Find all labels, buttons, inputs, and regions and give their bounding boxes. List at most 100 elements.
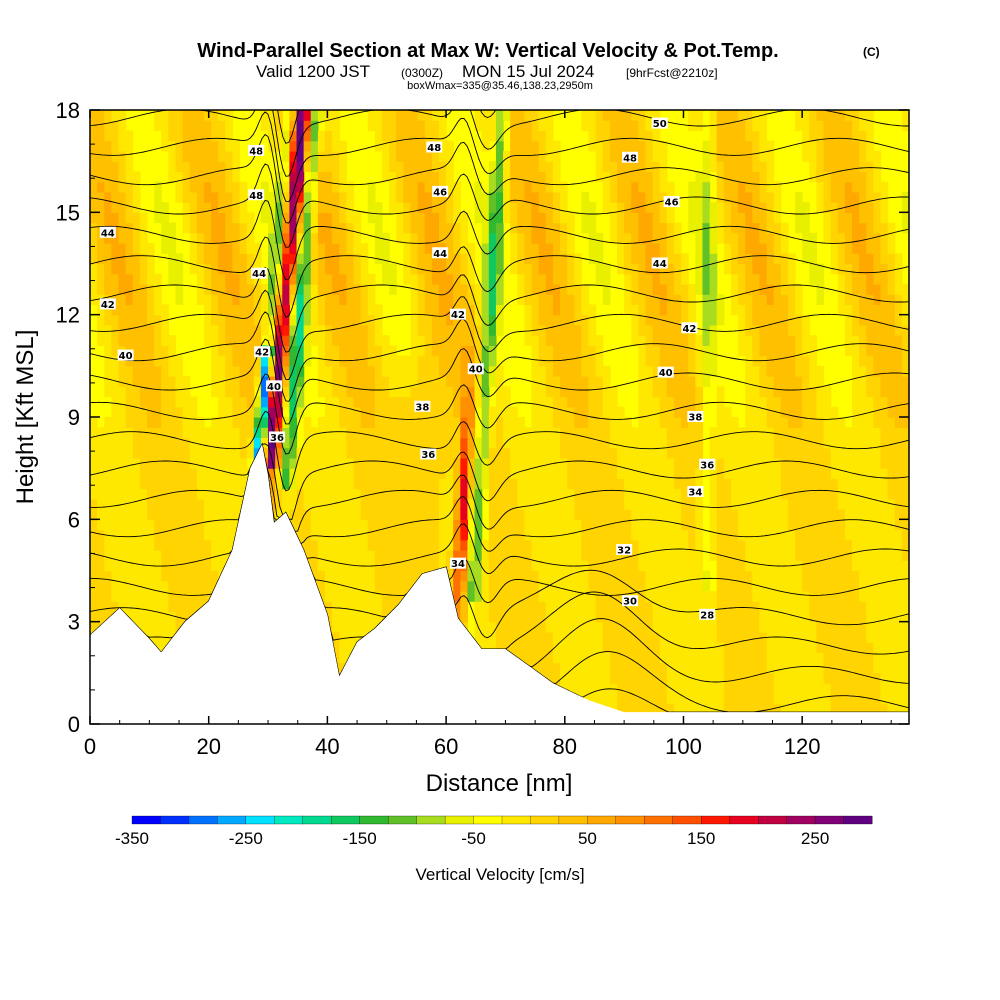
velocity-cell xyxy=(659,611,668,623)
velocity-cell xyxy=(417,478,426,490)
velocity-cell xyxy=(175,529,184,541)
velocity-cell xyxy=(353,447,362,459)
velocity-cell xyxy=(688,222,696,234)
velocity-cell xyxy=(353,437,362,449)
velocity-cell xyxy=(189,202,198,213)
velocity-cell xyxy=(446,509,454,520)
velocity-cell xyxy=(417,294,426,306)
velocity-cell xyxy=(709,478,718,490)
velocity-cell xyxy=(139,324,148,336)
velocity-cell xyxy=(531,222,540,234)
velocity-cell xyxy=(125,509,134,520)
velocity-cell xyxy=(438,376,447,387)
velocity-cell xyxy=(139,406,148,418)
velocity-cell xyxy=(211,355,219,367)
velocity-cell xyxy=(545,120,554,132)
velocity-cell xyxy=(481,386,490,398)
velocity-cell xyxy=(503,417,511,428)
velocity-cell xyxy=(681,488,689,500)
velocity-cell xyxy=(510,427,518,439)
velocity-cell xyxy=(588,468,597,479)
velocity-cell xyxy=(446,457,454,469)
velocity-cell xyxy=(189,488,198,500)
velocity-cell xyxy=(246,212,255,224)
velocity-cell xyxy=(196,232,205,244)
velocity-cell xyxy=(673,529,682,541)
velocity-cell xyxy=(438,509,447,520)
velocity-cell xyxy=(332,294,340,306)
velocity-cell xyxy=(189,417,198,428)
velocity-cell xyxy=(332,376,340,387)
velocity-cell xyxy=(467,253,476,265)
velocity-cell xyxy=(111,110,120,121)
velocity-cell xyxy=(645,212,654,224)
velocity-cell xyxy=(688,335,696,346)
velocity-cell xyxy=(638,570,647,582)
velocity-cell xyxy=(296,335,305,346)
velocity-cell xyxy=(360,621,369,633)
velocity-cell xyxy=(260,304,269,316)
velocity-cell xyxy=(652,601,661,613)
velocity-cell xyxy=(495,396,504,408)
velocity-cell xyxy=(595,560,604,572)
velocity-cell xyxy=(631,519,639,531)
velocity-cell xyxy=(431,263,440,275)
velocity-cell xyxy=(460,447,469,459)
velocity-cell xyxy=(97,273,105,285)
velocity-cell xyxy=(289,478,298,490)
velocity-cell xyxy=(510,417,518,428)
velocity-cell xyxy=(495,519,504,531)
velocity-cell xyxy=(232,140,241,152)
velocity-cell xyxy=(631,447,639,459)
velocity-cell xyxy=(360,365,369,377)
velocity-cell xyxy=(303,509,312,520)
velocity-cell xyxy=(545,140,554,152)
velocity-cell xyxy=(695,570,704,582)
velocity-cell xyxy=(645,161,654,172)
velocity-cell xyxy=(417,191,426,203)
velocity-cell xyxy=(631,580,639,592)
velocity-cell xyxy=(203,120,212,132)
velocity-cell xyxy=(581,519,590,531)
velocity-cell xyxy=(438,386,447,398)
velocity-cell xyxy=(730,601,739,613)
velocity-cell xyxy=(474,488,483,500)
velocity-cell xyxy=(602,580,611,592)
velocity-cell xyxy=(260,447,269,459)
velocity-cell xyxy=(745,130,753,142)
velocity-cell xyxy=(225,529,234,541)
velocity-cell xyxy=(738,498,746,510)
velocity-cell xyxy=(403,376,412,387)
velocity-cell xyxy=(581,376,590,387)
velocity-cell xyxy=(424,529,433,541)
velocity-cell xyxy=(268,406,276,418)
velocity-cell xyxy=(189,560,198,572)
velocity-cell xyxy=(638,130,647,142)
velocity-cell xyxy=(438,130,447,142)
velocity-cell xyxy=(581,457,590,469)
velocity-cell xyxy=(97,161,105,172)
velocity-cell xyxy=(268,345,276,357)
velocity-cell xyxy=(339,437,347,449)
velocity-cell xyxy=(296,161,305,172)
velocity-cell xyxy=(702,570,711,582)
velocity-cell xyxy=(310,283,319,295)
velocity-cell xyxy=(239,437,248,449)
velocity-cell xyxy=(282,202,291,213)
velocity-cell xyxy=(745,386,753,398)
velocity-cell xyxy=(438,283,447,295)
velocity-cell xyxy=(310,130,319,142)
velocity-cell xyxy=(104,130,112,142)
velocity-cell xyxy=(360,468,369,479)
velocity-cell xyxy=(211,570,219,582)
velocity-cell xyxy=(716,171,725,183)
velocity-cell xyxy=(609,509,618,520)
velocity-cell xyxy=(531,202,540,213)
velocity-cell xyxy=(239,427,248,439)
velocity-cell xyxy=(688,570,696,582)
velocity-cell xyxy=(154,417,162,428)
velocity-cell xyxy=(218,294,226,306)
velocity-cell xyxy=(332,304,340,316)
velocity-cell xyxy=(581,437,590,449)
velocity-cell xyxy=(296,529,305,541)
